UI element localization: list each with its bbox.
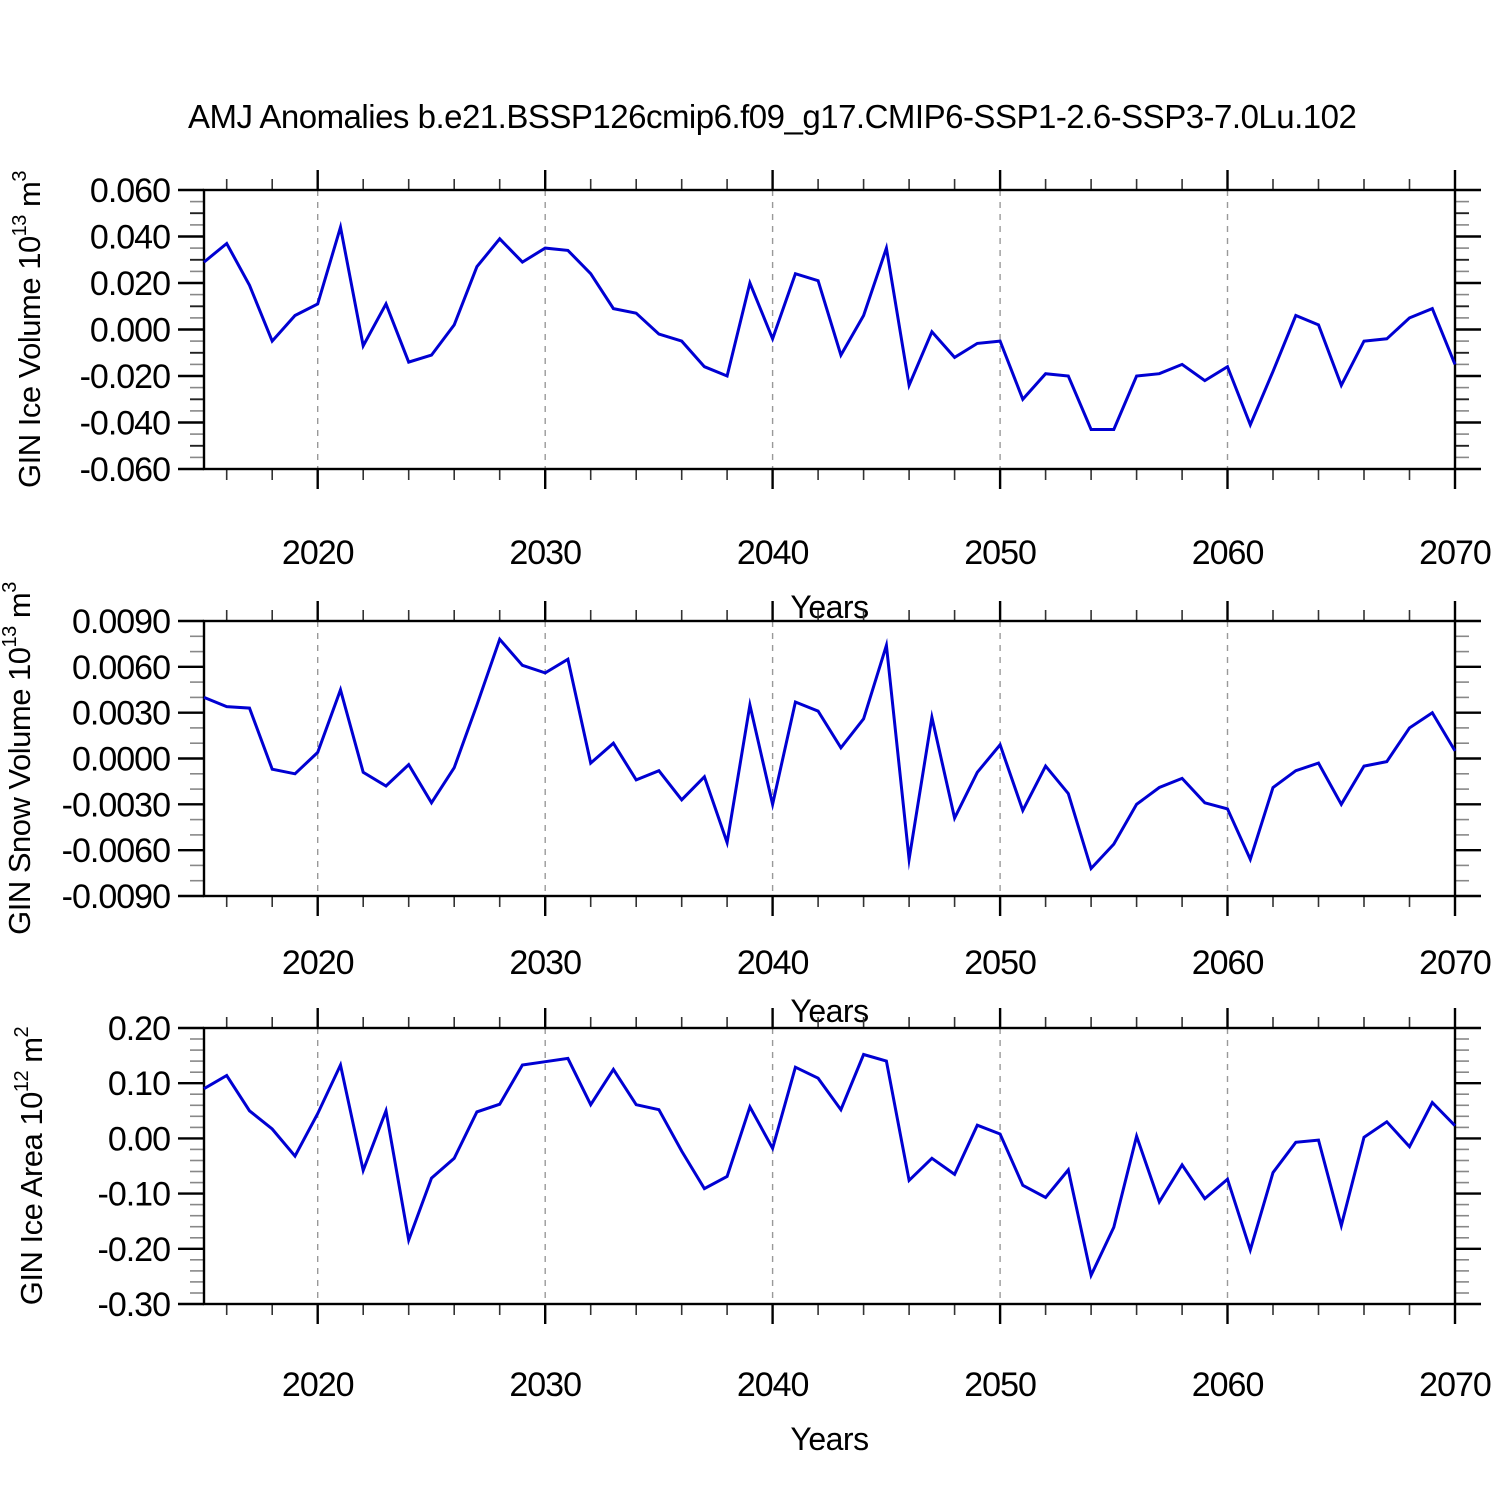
gin-ice-area-series-line [203,1052,1457,1280]
y-tick-label: 0.00 [108,1120,170,1158]
axis-ticks [178,170,1481,489]
gin-snow-volume-series-line [203,636,1457,872]
x-tick-label: 2020 [282,944,354,982]
x-tick-label: 2040 [737,534,809,572]
x-tick-label: 2060 [1192,534,1264,572]
x-tick-label: 2060 [1192,1366,1264,1404]
x-tick-label: 2070 [1419,1366,1491,1404]
y-tick-labels: 0.0090 0.0060 0.0030 0.0000 -0.0030 -0.0060 -0… [62,603,171,916]
y-tick-label: 0.20 [108,1010,170,1048]
y-axis-title: GIN Snow Volume 1013 m3 [0,582,37,935]
y-tick-label: 0.0000 [72,741,170,779]
plot-border [202,188,1457,471]
y-tick-label: -0.20 [98,1231,171,1269]
y-tick-label: -0.040 [80,405,170,443]
x-tick-label: 2040 [737,944,809,982]
x-tick-label: 2060 [1192,944,1264,982]
y-tick-label: -0.30 [98,1286,171,1324]
x-tick-label: 2030 [509,1366,581,1404]
x-tick-labels: 2020 2030 2040 2050 2060 2070 [282,534,1492,572]
y-tick-label: 0.040 [90,219,170,257]
x-tick-labels: 2020 2030 2040 2050 2060 2070 [282,944,1492,982]
y-tick-label: 0.10 [108,1065,170,1103]
y-tick-labels: 0.20 0.10 0.00 -0.10 -0.20 -0.30 [98,1010,172,1324]
panel-gin-ice-volume: 0.060 0.040 0.020 0.000 -0.020 -0.040 -0.060 20… [9,170,1492,625]
plot-border [202,1026,1457,1306]
x-tick-label: 2030 [509,534,581,572]
axis-ticks [178,1008,1481,1324]
y-tick-label: -0.020 [80,358,170,396]
x-tick-label: 2070 [1419,534,1491,572]
axis-ticks [178,601,1481,916]
x-axis-title: Years [790,1421,868,1457]
y-tick-label: -0.10 [98,1176,171,1214]
gin-ice-volume-series-line [203,220,1457,431]
y-tick-label: 0.0060 [72,649,170,687]
y-tick-label: 0.0090 [72,603,170,641]
decade-gridlines [317,1028,1229,1304]
x-tick-label: 2050 [964,1366,1036,1404]
y-tick-label: 0.060 [90,172,170,210]
figure-title: AMJ Anomalies b.e21.BSSP126cmip6.f09_g17… [188,98,1356,135]
x-tick-label: 2020 [282,534,354,572]
y-tick-label: 0.0030 [72,695,170,733]
y-tick-labels: 0.060 0.040 0.020 0.000 -0.020 -0.040 -0.060 [80,172,171,489]
decade-gridlines [317,621,1229,896]
x-tick-label: 2050 [964,534,1036,572]
x-tick-label: 2050 [964,944,1036,982]
x-axis-title: Years [790,993,868,1029]
y-axis-title: GIN Ice Volume 1013 m3 [9,171,47,488]
x-tick-label: 2030 [509,944,581,982]
panels-group: 0.060 0.040 0.020 0.000 -0.020 -0.040 -0.060 20… [0,170,1492,1457]
x-axis-title: Years [790,589,868,625]
x-tick-labels: 2020 2030 2040 2050 2060 2070 [282,1366,1492,1404]
x-tick-label: 2020 [282,1366,354,1404]
decade-gridlines [317,190,1229,469]
y-axis-title: GIN Ice Area 1012 m2 [11,1026,49,1305]
plot-border [202,619,1457,898]
y-tick-label: -0.0090 [62,878,170,916]
y-tick-label: -0.0030 [62,786,170,824]
y-tick-label: -0.0060 [62,832,170,870]
y-tick-label: -0.060 [80,451,170,489]
y-tick-label: 0.000 [90,312,170,350]
y-tick-label: 0.020 [90,265,170,303]
x-tick-label: 2070 [1419,944,1491,982]
panel-gin-snow-volume: 0.0090 0.0060 0.0030 0.0000 -0.0030 -0.0060 -0… [0,582,1492,1029]
x-tick-label: 2040 [737,1366,809,1404]
